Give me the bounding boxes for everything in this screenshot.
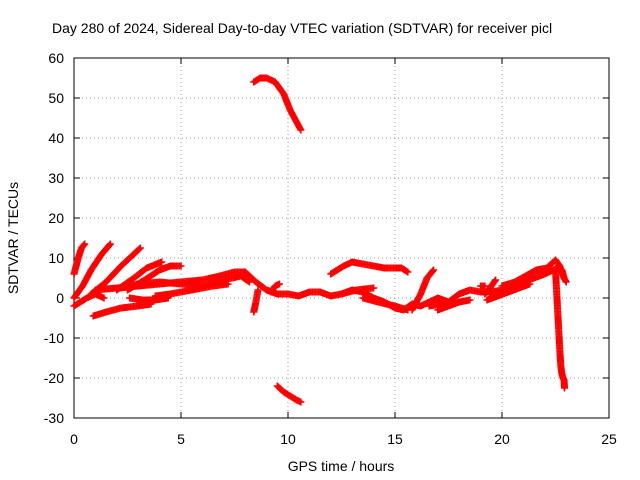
- series-tail-end: [558, 266, 570, 286]
- y-tick-label: 0: [56, 290, 64, 306]
- x-tick-label: 20: [494, 431, 510, 447]
- series-dip-a: [89, 300, 155, 320]
- data-point: [481, 282, 489, 290]
- data-point: [244, 277, 252, 285]
- x-tick-label: 0: [70, 431, 78, 447]
- series-rise-a: [70, 240, 89, 278]
- data-point: [106, 240, 114, 248]
- series-jump-19: [481, 276, 500, 298]
- plot-frame: [73, 57, 610, 419]
- data-point: [100, 294, 108, 302]
- series-seg-17: [425, 298, 455, 310]
- y-tick-label: -20: [44, 370, 64, 386]
- series-seg-20: [483, 280, 534, 304]
- data-point: [556, 262, 564, 270]
- series-arc-low: [273, 382, 305, 406]
- data-point: [80, 241, 88, 249]
- data-point: [297, 126, 305, 134]
- series-drop-end: [552, 266, 568, 392]
- data-point: [245, 278, 253, 286]
- data-point: [491, 277, 499, 285]
- data-point: [135, 245, 143, 253]
- y-tick-label: 40: [48, 130, 64, 146]
- series-seg-18: [434, 296, 474, 314]
- y-tick-label: 30: [48, 170, 64, 186]
- data-series: [70, 74, 570, 406]
- y-tick-label: -30: [44, 410, 64, 426]
- data-point: [275, 280, 283, 288]
- data-point: [526, 280, 534, 288]
- data-point: [224, 280, 232, 288]
- data-point: [492, 276, 500, 284]
- data-point: [136, 244, 144, 252]
- data-point: [370, 284, 378, 292]
- data-point: [562, 278, 570, 286]
- data-point: [250, 308, 258, 316]
- x-tick-label: 5: [177, 431, 185, 447]
- series-arc-high: [250, 74, 305, 134]
- tick-labels: 0 5 10 15 20 25 -30 -20 -10 0 10 20 30 40 50 60: [44, 50, 617, 447]
- x-tick-label: 10: [280, 431, 296, 447]
- x-tick-label: 25: [601, 431, 617, 447]
- y-tick-label: -10: [44, 330, 64, 346]
- data-point: [297, 398, 305, 406]
- x-axis-title: GPS time / hours: [288, 458, 395, 474]
- chart-title: Day 280 of 2024, Sidereal Day-to-day VTE…: [52, 20, 552, 36]
- data-point: [158, 258, 166, 266]
- data-point: [105, 241, 113, 249]
- data-point: [404, 268, 412, 276]
- axis-ticks: [73, 57, 610, 419]
- series-spike-b: [267, 280, 283, 296]
- x-tick-label: 15: [387, 431, 403, 447]
- series-band-15: [359, 294, 412, 314]
- y-tick-label: 50: [48, 90, 64, 106]
- y-tick-label: 20: [48, 210, 64, 226]
- grid-lines: [74, 58, 609, 418]
- series-band-lower: [151, 280, 232, 300]
- data-point: [429, 267, 437, 275]
- y-tick-label: 10: [48, 250, 64, 266]
- data-point: [430, 266, 438, 274]
- series-spike-a: [250, 286, 262, 316]
- series-rise-16: [408, 266, 438, 314]
- data-point: [555, 261, 563, 269]
- series-low-start: [70, 290, 108, 310]
- series-bump-21: [498, 256, 564, 290]
- data-point: [177, 262, 185, 270]
- data-point: [81, 240, 89, 248]
- series-hump-13: [327, 258, 412, 278]
- y-tick-label: 60: [48, 50, 64, 66]
- data-point: [560, 384, 568, 392]
- series-band-14: [338, 284, 378, 298]
- data-point: [466, 296, 474, 304]
- y-axis-title: SDTVAR / TECUs: [5, 182, 21, 294]
- series-rise-b: [70, 240, 114, 302]
- series-short-19: [477, 282, 489, 290]
